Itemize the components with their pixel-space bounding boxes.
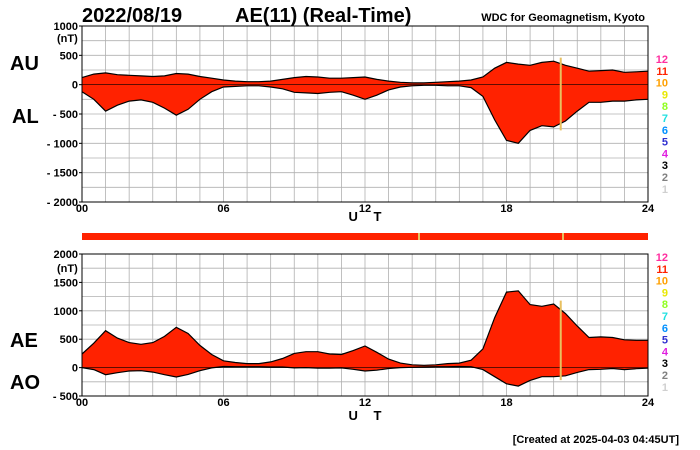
ae-ao-unit: (nT) — [57, 263, 78, 275]
y-tick-label: 0 — [72, 80, 78, 92]
station-legend-label: 5 — [662, 335, 668, 347]
x-tick-label: 12 — [359, 203, 371, 215]
y-tick-label: 500 — [60, 334, 78, 346]
x-tick-label: 06 — [217, 203, 229, 215]
series-line-ao — [81, 365, 649, 387]
station-legend-label: 1 — [662, 382, 668, 394]
area-fill — [82, 61, 648, 144]
x-tick-label: 18 — [500, 203, 512, 215]
series-line-au — [81, 60, 649, 84]
station-legend-label: 7 — [662, 113, 668, 125]
station-legend-label: 11 — [656, 264, 668, 276]
x-tick-label: 18 — [500, 397, 512, 409]
station-legend-label: 9 — [662, 89, 668, 101]
ae-ao-y-ticks: 2000 1500 1000 500 0 - 500 — [53, 249, 82, 403]
station-legend-label: 6 — [662, 125, 668, 137]
station-legend-label: 2 — [662, 172, 668, 184]
area-fill — [82, 290, 648, 387]
au-al-y-ticks: 1000 500 0 - 500 - 1000 - 1500 - 2000 — [47, 21, 82, 209]
station-status-bar — [82, 233, 648, 240]
y-tick-label: - 1500 — [47, 168, 78, 180]
station-legend-label: 1 — [662, 184, 668, 196]
station-legend-label: 10 — [656, 276, 668, 288]
station-legend-label: 4 — [662, 346, 669, 358]
station-legend-label: 4 — [662, 148, 669, 160]
au-al-x-axis-label: U T — [349, 209, 388, 224]
x-tick-label: 06 — [217, 397, 229, 409]
station-legend-label: 9 — [662, 287, 668, 299]
organization-label: WDC for Geomagnetism, Kyoto — [481, 12, 645, 24]
ae-ao-frame — [81, 253, 649, 397]
series-line-al — [81, 84, 649, 144]
au-al-unit: (nT) — [57, 33, 78, 45]
y-tick-label: 1000 — [54, 21, 78, 33]
y-tick-label: - 500 — [53, 109, 78, 121]
plot-date: 2022/08/19 — [82, 5, 182, 27]
au-label: AU — [10, 53, 39, 75]
y-tick-label: 2000 — [54, 249, 78, 261]
y-tick-label: 500 — [60, 50, 78, 62]
station-legend-label: 3 — [662, 358, 668, 370]
created-timestamp: [Created at 2025-04-03 04:45UT] — [513, 434, 680, 446]
y-tick-label: 0 — [72, 363, 78, 375]
ae-ao-area — [81, 290, 649, 387]
y-tick-label: - 500 — [53, 391, 78, 403]
x-tick-label: 12 — [359, 397, 371, 409]
al-label: AL — [12, 106, 39, 128]
station-legend-label: 2 — [662, 370, 668, 382]
ae-label: AE — [10, 330, 38, 352]
station-legend-label: 10 — [656, 78, 668, 90]
x-tick-label: 00 — [76, 397, 88, 409]
y-tick-label: - 2000 — [47, 197, 78, 209]
x-tick-label: 24 — [642, 397, 655, 409]
ao-label: AO — [10, 372, 40, 394]
station-legend-label: 7 — [662, 311, 668, 323]
station-legend-label: 8 — [662, 101, 668, 113]
au-al-x-ticks: 00 06 12 18 24 — [76, 203, 655, 215]
plot-title: AE(11) (Real-Time) — [235, 5, 411, 27]
x-tick-label: 24 — [642, 203, 655, 215]
y-tick-label: 1500 — [54, 277, 78, 289]
ae-ao-x-ticks: 00 06 12 18 24 — [76, 397, 655, 409]
y-tick-label: 1000 — [54, 306, 78, 318]
series-line-ae — [81, 290, 648, 366]
x-tick-label: 00 — [76, 203, 88, 215]
station-legend-label: 12 — [656, 252, 668, 264]
station-legend-label: 5 — [662, 137, 668, 149]
station-legend-label: 6 — [662, 323, 668, 335]
station-legend-label: 12 — [656, 54, 668, 66]
station-legend-label: 3 — [662, 160, 668, 172]
y-tick-label: - 1000 — [47, 138, 78, 150]
station-legend-label: 11 — [656, 66, 668, 78]
station-legend-label: 8 — [662, 299, 668, 311]
au-al-area — [81, 57, 649, 144]
ae-ao-x-axis-label: U T — [349, 408, 388, 423]
